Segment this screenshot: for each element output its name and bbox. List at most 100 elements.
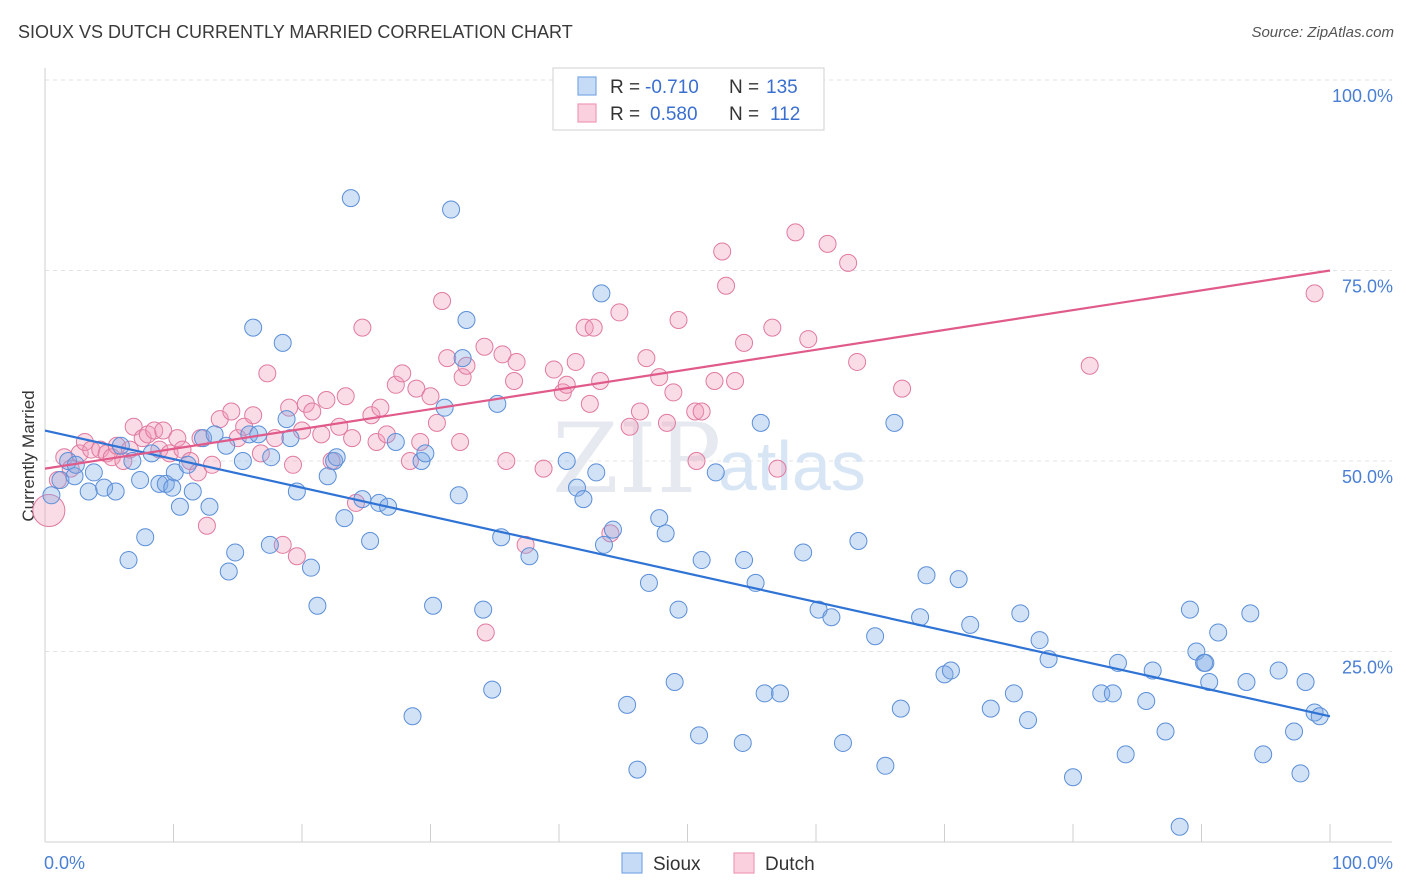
data-point-dutch (475, 337, 494, 356)
data-point-sioux (866, 627, 885, 646)
data-point-dutch (818, 234, 837, 253)
data-point-dutch (493, 345, 512, 364)
data-point-dutch (566, 352, 585, 371)
y-tick-label: 75.0% (1342, 277, 1393, 297)
data-point-sioux (1296, 672, 1315, 691)
data-point-dutch (610, 303, 629, 322)
data-point-dutch (768, 459, 787, 478)
data-point-sioux (949, 570, 968, 589)
data-point-sioux (453, 349, 472, 368)
data-point-sioux (262, 448, 281, 467)
data-point-sioux (183, 482, 202, 501)
data-point-dutch (505, 371, 524, 390)
data-point-sioux (981, 699, 1000, 718)
data-point-dutch (799, 330, 818, 349)
data-point-sioux (1011, 604, 1030, 623)
data-point-dutch (438, 349, 457, 368)
data-point-sioux (1180, 600, 1199, 619)
data-point-dutch (687, 452, 706, 470)
data-point-dutch (407, 379, 426, 398)
y-tick-label: 50.0% (1342, 467, 1393, 487)
data-point-sioux (656, 524, 675, 543)
data-point-sioux (1064, 768, 1082, 787)
data-point-sioux (318, 467, 337, 486)
data-point-dutch (735, 333, 754, 352)
data-point-dutch (534, 459, 553, 478)
data-point-sioux (65, 467, 84, 486)
trend-line-dutch (44, 269, 1331, 470)
data-point-sioux (891, 699, 910, 718)
data-point-sioux (520, 547, 539, 566)
data-point-sioux (119, 551, 138, 570)
data-point-dutch (32, 494, 66, 528)
data-point-sioux (51, 471, 70, 490)
data-point-sioux (136, 528, 155, 547)
data-point-dutch (657, 413, 676, 432)
data-point-dutch (664, 383, 683, 402)
y-axis-label: Currently Married (19, 390, 38, 521)
data-point-dutch (393, 364, 412, 383)
data-point-sioux (260, 535, 279, 554)
data-point-dutch (713, 242, 732, 261)
data-point-sioux (567, 478, 586, 497)
data-point-sioux (457, 311, 476, 330)
data-point-sioux (1285, 722, 1304, 741)
data-point-dutch (433, 291, 452, 310)
legend-r-value-sioux: -0.710 (645, 77, 699, 98)
data-point-sioux (178, 455, 197, 474)
data-point-dutch (580, 394, 599, 413)
data-point-sioux (226, 543, 245, 562)
data-point-sioux (79, 482, 98, 501)
data-point-dutch (451, 432, 470, 451)
data-point-sioux (941, 661, 960, 680)
data-point-dutch (258, 364, 277, 383)
data-point-sioux (1156, 722, 1175, 741)
data-point-sioux (361, 532, 380, 551)
data-point-sioux (1019, 711, 1038, 730)
data-point-sioux (1209, 623, 1228, 642)
data-point-dutch (453, 368, 472, 387)
data-point-dutch (1080, 356, 1099, 375)
data-point-dutch (377, 425, 396, 444)
legend-n-label-sioux: N = (729, 77, 759, 98)
bottom-legend: Sioux Dutch (621, 852, 815, 875)
data-point-sioux (733, 733, 752, 752)
data-point-sioux (474, 600, 493, 619)
data-point-sioux (557, 452, 576, 470)
x-tick-label: 0.0% (44, 853, 85, 873)
legend-n-value-sioux: 135 (766, 77, 798, 98)
data-point-sioux (1237, 672, 1256, 691)
data-point-sioux (416, 444, 435, 463)
y-tick-label: 25.0% (1342, 658, 1393, 678)
data-point-sioux (219, 562, 238, 581)
data-point-sioux (665, 672, 684, 691)
data-point-dutch (650, 368, 669, 387)
data-point-dutch (336, 387, 355, 406)
data-point-sioux (403, 707, 422, 726)
legend-r-label-sioux: R = (610, 77, 640, 98)
data-point-dutch (411, 432, 430, 451)
data-point-dutch (284, 455, 303, 474)
data-point-sioux (42, 486, 61, 505)
data-point-dutch (343, 429, 362, 448)
data-point-sioux (771, 684, 790, 703)
data-point-sioux (794, 543, 813, 562)
data-point-sioux (1116, 745, 1135, 764)
data-point-sioux (1103, 684, 1122, 703)
data-point-dutch (371, 398, 390, 417)
data-point-dutch (317, 391, 336, 410)
data-point-sioux (885, 413, 904, 432)
data-point-sioux (690, 726, 709, 745)
data-point-dutch (839, 253, 858, 272)
data-point-sioux (650, 509, 669, 528)
data-point-sioux (244, 318, 263, 337)
data-point-dutch (786, 223, 805, 242)
data-point-dutch (421, 387, 440, 406)
data-point-dutch (476, 623, 495, 642)
data-point-sioux (95, 478, 114, 497)
data-point-sioux (735, 551, 754, 570)
data-point-dutch (273, 535, 292, 554)
data-point-sioux (273, 333, 292, 352)
data-point-sioux (281, 429, 300, 448)
data-point-sioux (442, 200, 461, 219)
